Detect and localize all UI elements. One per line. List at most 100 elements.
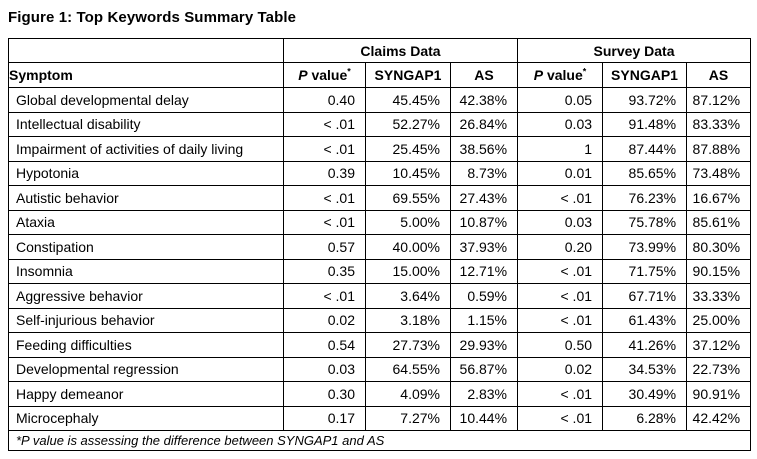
group-header-row: Claims Data Survey Data	[8, 38, 752, 63]
table-row: Intellectual disability < .01 52.27% 26.84%…	[8, 111, 752, 137]
survey-pvalue-cell: 0.50	[517, 332, 604, 358]
table-row: Global developmental delay 0.40 45.45% 42.3…	[8, 87, 752, 113]
claims-pvalue-cell: < .01	[283, 209, 366, 235]
table-row: Impairment of activities of daily living…	[8, 136, 752, 162]
claims-syngap1-cell: 52.27%	[365, 111, 451, 137]
claims-data-group-header: Claims Data	[282, 38, 519, 63]
survey-pvalue-cell: 0.03	[517, 209, 604, 235]
claims-pvalue-cell: 0.03	[283, 356, 366, 382]
survey-as-cell: 22.73%	[686, 356, 752, 382]
claims-pvalue-cell: 0.30	[283, 381, 366, 407]
claims-pvalue-cell: 0.39	[283, 160, 366, 186]
survey-pvalue-cell: 0.01	[517, 160, 604, 186]
claims-syngap1-header: SYNGAP1	[365, 62, 451, 88]
survey-syngap1-cell: 34.53%	[602, 356, 688, 382]
survey-syngap1-cell: 61.43%	[602, 307, 688, 333]
column-header-row: Symptom P value* SYNGAP1 AS P value* SYN…	[8, 62, 752, 88]
symptom-cell: Ataxia	[8, 209, 284, 235]
claims-as-cell: 26.84%	[449, 111, 519, 137]
table-row: Microcephaly 0.17 7.27% 10.44% < .01 6.28% 42.…	[8, 405, 752, 431]
table-row: Developmental regression 0.03 64.55% 56.87%…	[8, 356, 752, 382]
claims-as-cell: 38.56%	[449, 136, 519, 162]
claims-syngap1-cell: 3.18%	[365, 307, 451, 333]
claims-pvalue-cell: 0.17	[283, 405, 366, 431]
claims-syngap1-cell: 5.00%	[365, 209, 451, 235]
survey-pvalue-header: P value*	[517, 62, 604, 88]
claims-syngap1-cell: 69.55%	[365, 185, 451, 211]
survey-syngap1-cell: 87.44%	[602, 136, 688, 162]
survey-as-cell: 16.67%	[686, 185, 752, 211]
claims-as-cell: 10.87%	[449, 209, 519, 235]
footnote-row: *P value is assessing the difference bet…	[7, 430, 752, 451]
keywords-summary-table: Claims Data Survey Data Symptom P value*…	[7, 38, 752, 451]
survey-syngap1-cell: 6.28%	[602, 405, 688, 431]
survey-pvalue-cell: < .01	[517, 307, 604, 333]
corner-empty-cell	[8, 38, 284, 63]
table-body: Global developmental delay 0.40 45.45% 42.3…	[8, 87, 752, 431]
symptom-cell: Global developmental delay	[8, 87, 284, 113]
claims-syngap1-cell: 3.64%	[365, 283, 451, 309]
claims-syngap1-cell: 10.45%	[365, 160, 451, 186]
claims-as-cell: 27.43%	[449, 185, 519, 211]
symptom-cell: Autistic behavior	[8, 185, 284, 211]
survey-as-cell: 80.30%	[686, 234, 752, 260]
survey-as-cell: 73.48%	[686, 160, 752, 186]
claims-pvalue-cell: 0.57	[283, 234, 366, 260]
claims-pvalue-cell: 0.54	[283, 332, 366, 358]
pvalue-asterisk: *	[347, 66, 351, 77]
claims-syngap1-cell: 64.55%	[365, 356, 451, 382]
claims-as-cell: 56.87%	[449, 356, 519, 382]
pvalue-label-rest: value	[307, 67, 348, 83]
survey-pvalue-cell: 1	[517, 136, 604, 162]
survey-syngap1-cell: 30.49%	[602, 381, 688, 407]
symptom-cell: Microcephaly	[8, 405, 284, 431]
survey-pvalue-cell: 0.05	[517, 87, 604, 113]
survey-syngap1-cell: 75.78%	[602, 209, 688, 235]
survey-as-cell: 85.61%	[686, 209, 752, 235]
survey-syngap1-cell: 73.99%	[602, 234, 688, 260]
claims-as-cell: 42.38%	[449, 87, 519, 113]
survey-as-cell: 42.42%	[686, 405, 752, 431]
claims-pvalue-cell: 0.02	[283, 307, 366, 333]
survey-syngap1-cell: 85.65%	[602, 160, 688, 186]
table-row: Insomnia 0.35 15.00% 12.71% < .01 71.75% 90.15…	[8, 258, 752, 284]
symptom-cell: Feeding difficulties	[8, 332, 284, 358]
symptom-cell: Insomnia	[8, 258, 284, 284]
claims-pvalue-cell: 0.35	[283, 258, 366, 284]
table-footnote: *P value is assessing the difference bet…	[7, 430, 752, 451]
symptom-cell: Aggressive behavior	[8, 283, 284, 309]
table-row: Aggressive behavior < .01 3.64% 0.59% < .01 6…	[8, 283, 752, 309]
survey-syngap1-cell: 76.23%	[602, 185, 688, 211]
claims-pvalue-header: P value*	[283, 62, 366, 88]
claims-syngap1-cell: 27.73%	[365, 332, 451, 358]
table-row: Happy demeanor 0.30 4.09% 2.83% < .01 30.49% 9…	[8, 381, 752, 407]
claims-as-cell: 37.93%	[449, 234, 519, 260]
claims-pvalue-cell: < .01	[283, 136, 366, 162]
table-row: Self-injurious behavior 0.02 3.18% 1.15% < .…	[8, 307, 752, 333]
pvalue-label-rest: value	[543, 67, 583, 83]
survey-pvalue-cell: < .01	[517, 185, 604, 211]
survey-data-group-header: Survey Data	[517, 38, 752, 63]
claims-syngap1-cell: 45.45%	[365, 87, 451, 113]
survey-syngap1-cell: 41.26%	[602, 332, 688, 358]
symptom-cell: Self-injurious behavior	[8, 307, 284, 333]
symptom-column-header: Symptom	[8, 62, 284, 88]
claims-as-cell: 1.15%	[449, 307, 519, 333]
survey-as-cell: 87.88%	[686, 136, 752, 162]
claims-syngap1-cell: 7.27%	[365, 405, 451, 431]
table-row: Autistic behavior < .01 69.55% 27.43% < .01 7…	[8, 185, 752, 211]
claims-pvalue-cell: < .01	[283, 185, 366, 211]
survey-as-cell: 33.33%	[686, 283, 752, 309]
claims-as-cell: 10.44%	[449, 405, 519, 431]
pvalue-asterisk: *	[582, 66, 587, 77]
symptom-cell: Constipation	[8, 234, 284, 260]
survey-syngap1-cell: 67.71%	[602, 283, 688, 309]
survey-as-header: AS	[686, 62, 752, 88]
table-row: Feeding difficulties 0.54 27.73% 29.93% 0.50…	[8, 332, 752, 358]
table-row: Hypotonia 0.39 10.45% 8.73% 0.01 85.65% 73.48%	[8, 160, 752, 186]
symptom-cell: Happy demeanor	[8, 381, 284, 407]
claims-syngap1-cell: 25.45%	[365, 136, 451, 162]
table-row: Constipation 0.57 40.00% 37.93% 0.20 73.99% 80…	[8, 234, 752, 260]
survey-as-cell: 90.15%	[686, 258, 752, 284]
